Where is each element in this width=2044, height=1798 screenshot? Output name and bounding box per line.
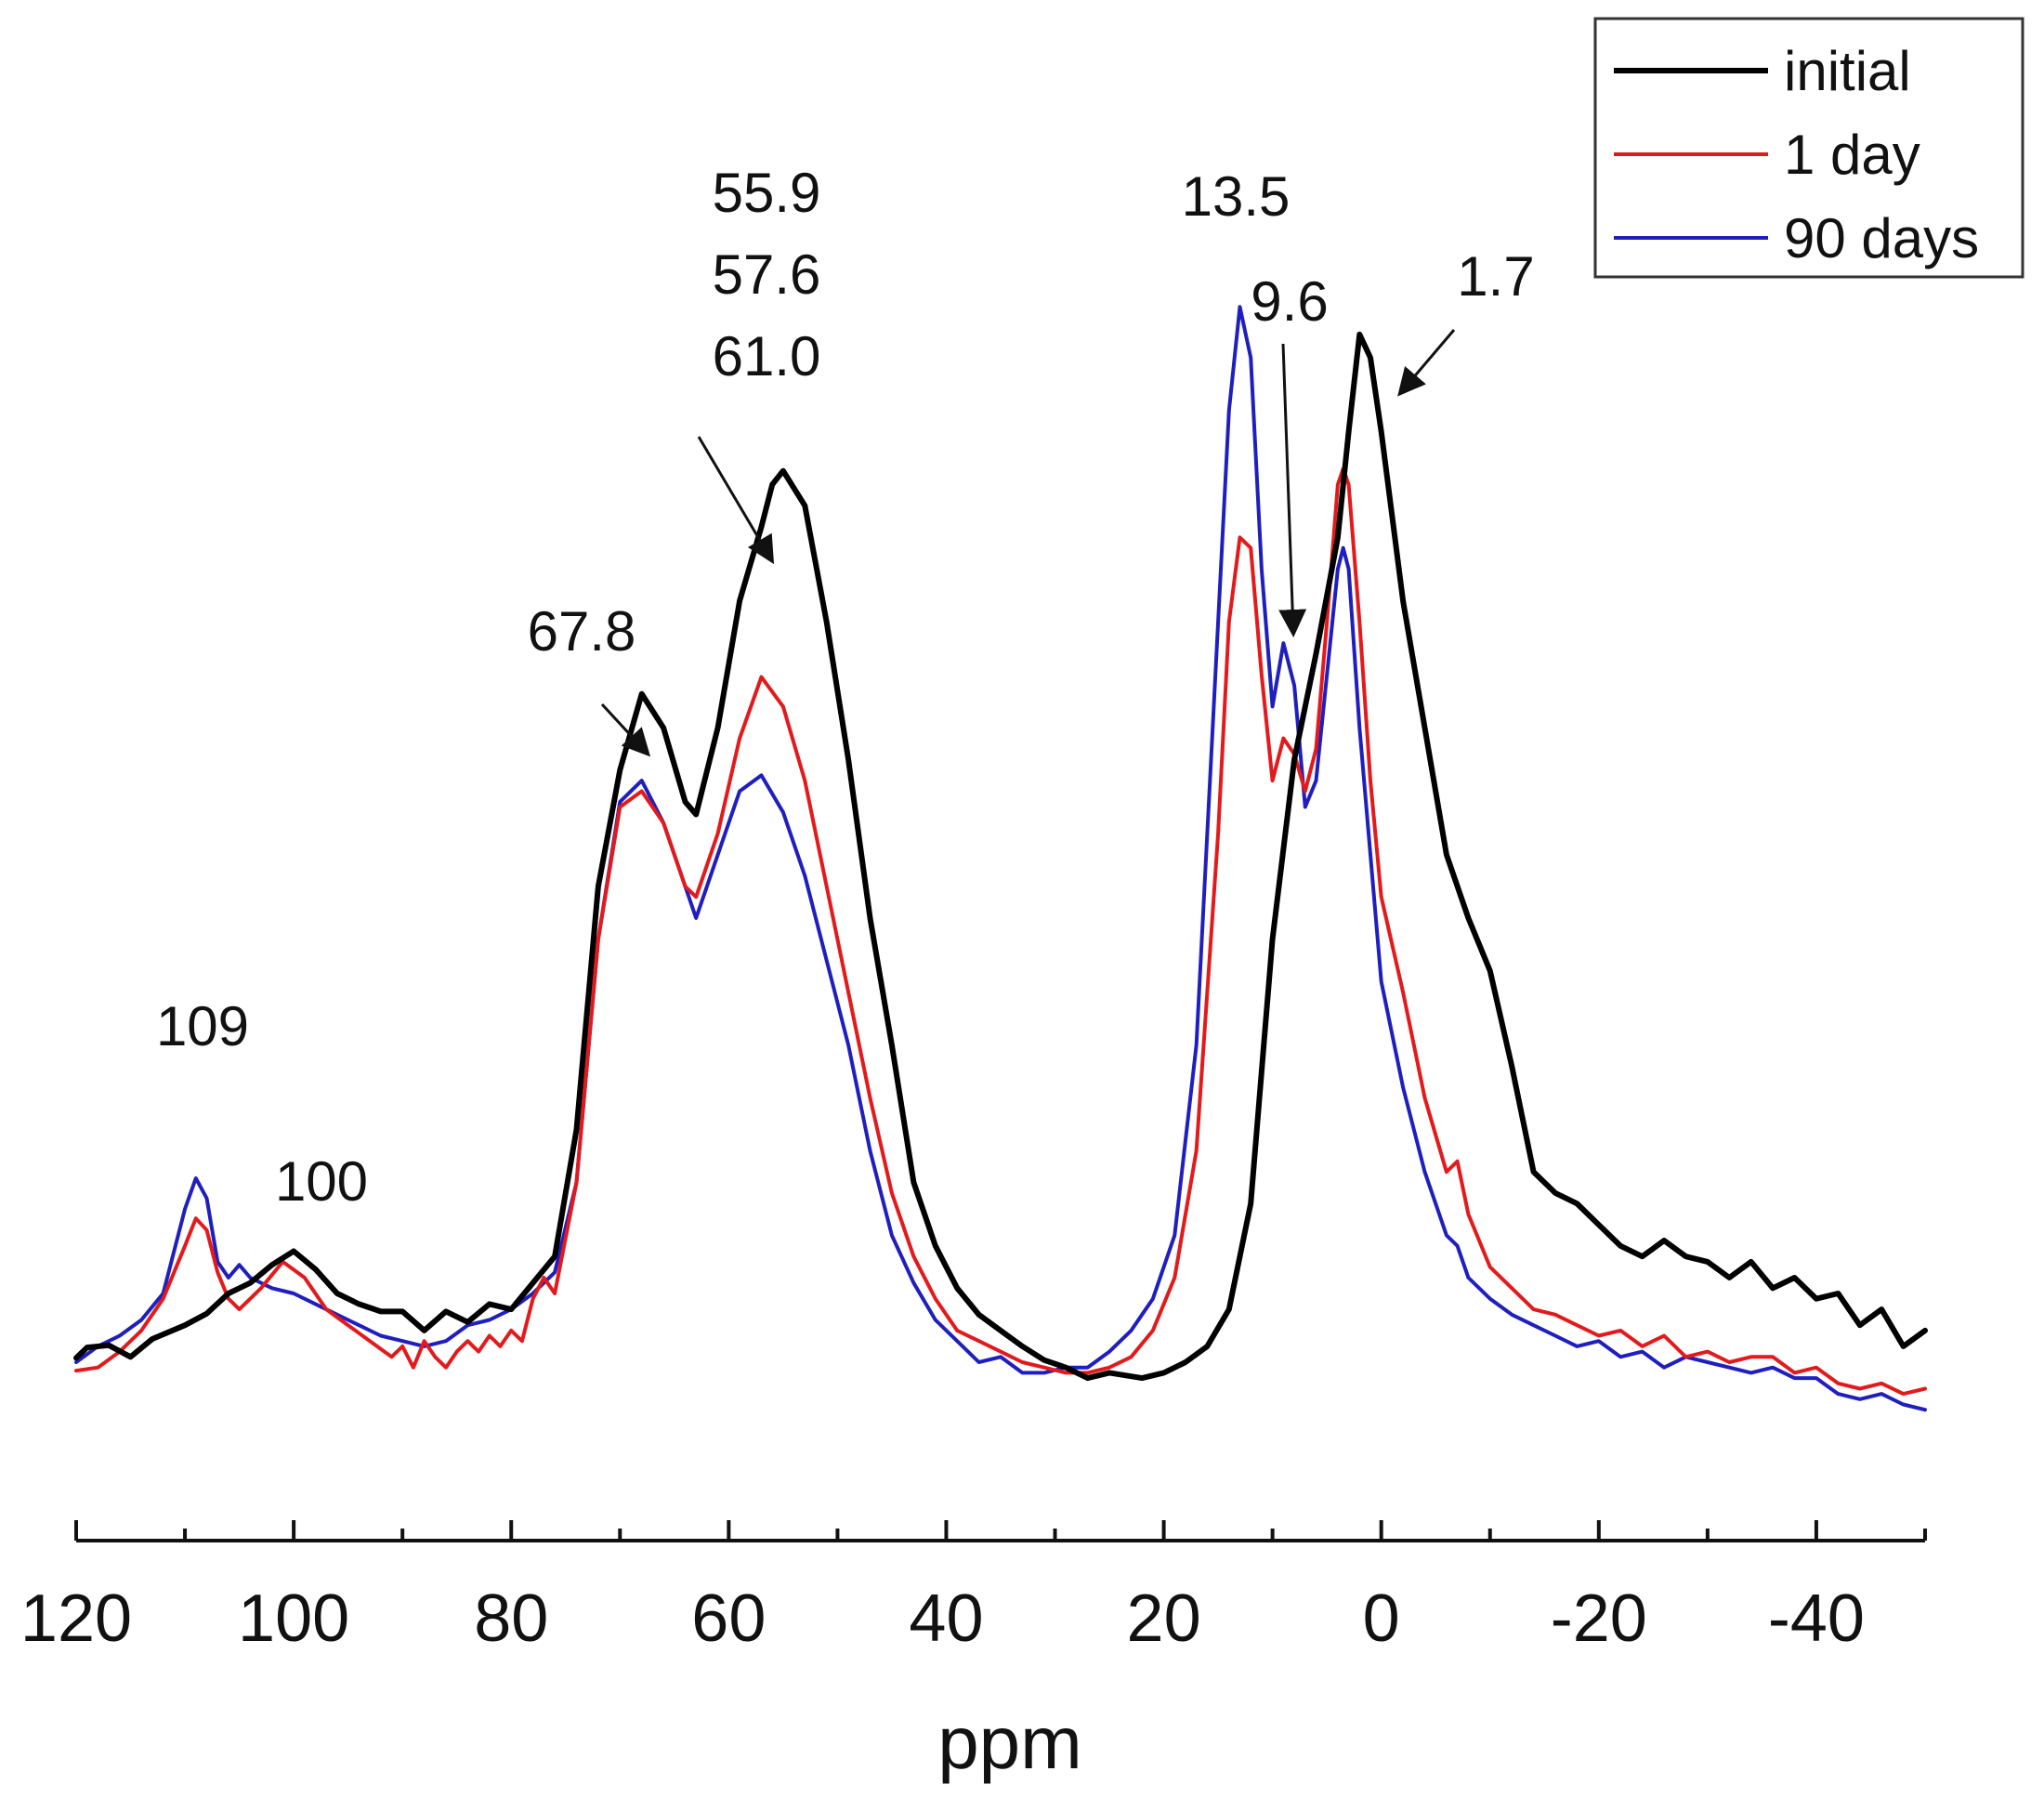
peak-label: 67.8 xyxy=(528,600,636,663)
x-tick-label: 20 xyxy=(1127,1581,1201,1656)
peak-arrow xyxy=(697,436,775,565)
x-tick-label: -40 xyxy=(1768,1581,1865,1656)
peak-label: 57.6 xyxy=(713,243,821,306)
peak-label: 1.7 xyxy=(1457,245,1534,308)
peak-arrow xyxy=(600,702,651,757)
legend-label: 90 days xyxy=(1784,207,1979,269)
legend-label: initial xyxy=(1784,40,1911,102)
x-axis-ticks: 120 100 80 60 40 20 0 -20 -40 xyxy=(20,1520,1927,1656)
peak-label: 9.6 xyxy=(1251,270,1328,333)
peak-label: 13.5 xyxy=(1182,165,1291,228)
series-line-90-days xyxy=(74,305,1927,1412)
x-tick-label: 40 xyxy=(909,1581,983,1656)
peak-arrow xyxy=(1397,329,1456,397)
peak-arrow xyxy=(1278,343,1307,637)
legend-label: 1 day xyxy=(1784,124,1920,186)
x-tick-label: 100 xyxy=(238,1581,349,1656)
x-axis-title: ppm xyxy=(937,1701,1082,1784)
peak-label: 55.9 xyxy=(713,162,821,224)
x-tick-label: 60 xyxy=(691,1581,766,1656)
peak-label: 109 xyxy=(156,995,249,1057)
x-tick-label: 80 xyxy=(474,1581,548,1656)
x-tick-label: -20 xyxy=(1551,1581,1647,1656)
peak-annotations: 109 100 67.8 55.9 57.6 61.0 13.5 9.6 1.7 xyxy=(156,162,1535,1213)
plot-area xyxy=(73,305,1928,1412)
x-tick-label: 0 xyxy=(1363,1581,1400,1656)
series-line-1-day xyxy=(74,466,1927,1397)
x-tick-label: 120 xyxy=(20,1581,132,1656)
legend-box xyxy=(1593,17,2024,279)
x-axis: 120 100 80 60 40 20 0 -20 -40 ppm xyxy=(20,1520,1927,1784)
peak-label: 100 xyxy=(275,1150,368,1213)
legend: initial 1 day 90 days xyxy=(1593,17,2024,279)
peak-label: 61.0 xyxy=(713,325,821,387)
series-line-initial xyxy=(73,331,1928,1382)
